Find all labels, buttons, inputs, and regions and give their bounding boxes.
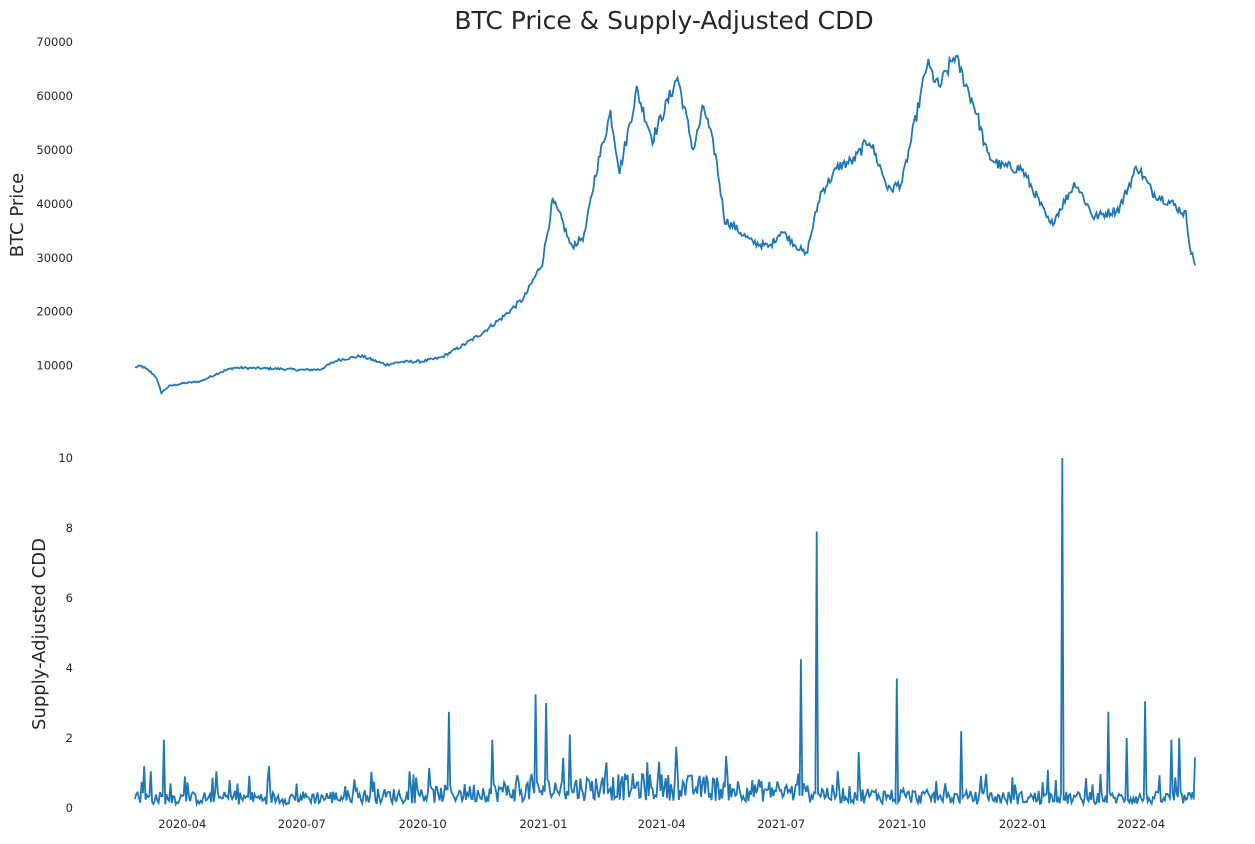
x-tick-label: 2021-07 <box>757 817 805 831</box>
cdd-ytick-label: 0 <box>66 801 73 815</box>
x-tick-label: 2020-10 <box>399 817 447 831</box>
x-tick-label: 2020-07 <box>278 817 326 831</box>
cdd-ylabel: Supply-Adjusted CDD <box>29 538 50 730</box>
cdd-ytick-label: 6 <box>66 591 73 605</box>
price-yticks: 10000 20000 30000 40000 50000 60000 70000 <box>36 35 73 373</box>
price-ytick-label: 30000 <box>36 251 73 265</box>
x-tick-label: 2022-01 <box>999 817 1047 831</box>
cdd-yticks: 0 2 4 6 8 10 <box>58 451 73 815</box>
cdd-ytick-label: 4 <box>66 661 73 675</box>
price-panel: BTC Price 10000 20000 30000 40000 50000 60000… <box>7 35 1196 395</box>
x-tick-label: 2020-04 <box>158 817 206 831</box>
cdd-series-line <box>134 457 1196 808</box>
price-ytick-label: 70000 <box>36 35 73 49</box>
price-series-line <box>134 54 1196 395</box>
chart-title: BTC Price & Supply-Adjusted CDD <box>454 6 873 35</box>
cdd-ytick-label: 8 <box>66 521 73 535</box>
x-tick-label: 2021-01 <box>519 817 567 831</box>
price-ytick-label: 50000 <box>36 143 73 157</box>
price-ytick-label: 40000 <box>36 197 73 211</box>
cdd-ytick-label: 10 <box>58 451 73 465</box>
x-tick-label: 2022-04 <box>1117 817 1165 831</box>
price-ylabel: BTC Price <box>7 173 28 258</box>
x-ticks: 2020-04 2020-07 2020-10 2021-01 2021-04 2021-… <box>158 817 1165 831</box>
price-ytick-label: 10000 <box>36 359 73 373</box>
cdd-ytick-label: 2 <box>66 731 73 745</box>
price-ytick-label: 60000 <box>36 89 73 103</box>
x-tick-label: 2021-04 <box>638 817 686 831</box>
price-ytick-label: 20000 <box>36 305 73 319</box>
x-tick-label: 2021-10 <box>878 817 926 831</box>
